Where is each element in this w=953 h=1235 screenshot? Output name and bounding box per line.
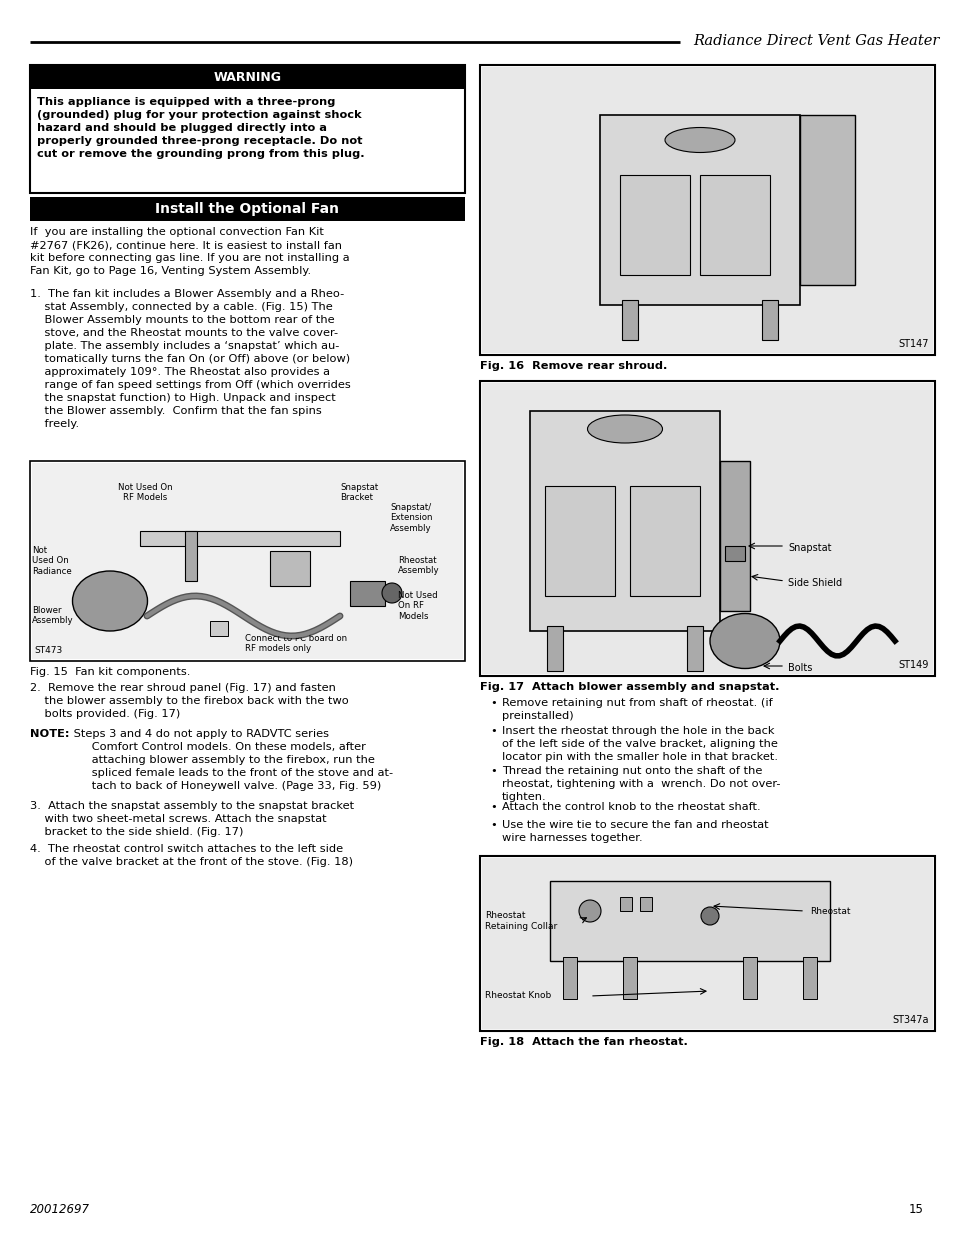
Text: Radiance Direct Vent Gas Heater: Radiance Direct Vent Gas Heater bbox=[693, 35, 939, 48]
Text: Rheostat
Retaining Collar: Rheostat Retaining Collar bbox=[484, 911, 557, 931]
Text: Insert the rheostat through the hole in the back
of the left side of the valve b: Insert the rheostat through the hole in … bbox=[501, 726, 778, 762]
Text: Snapstat/
Extension
Assembly: Snapstat/ Extension Assembly bbox=[390, 503, 432, 532]
Bar bbox=[530, 411, 720, 631]
Text: Fig. 15  Fan kit components.: Fig. 15 Fan kit components. bbox=[30, 667, 191, 677]
Text: 4.  The rheostat control switch attaches to the left side
    of the valve brack: 4. The rheostat control switch attaches … bbox=[30, 844, 353, 867]
Bar bbox=[622, 957, 637, 999]
Text: Not
Used On
Radiance: Not Used On Radiance bbox=[32, 546, 71, 576]
Text: WARNING: WARNING bbox=[213, 70, 281, 84]
Text: •: • bbox=[490, 820, 497, 830]
Bar bbox=[140, 531, 339, 546]
Text: Use the wire tie to secure the fan and rheostat
wire harnesses together.: Use the wire tie to secure the fan and r… bbox=[501, 820, 768, 844]
Text: Rheostat
Assembly: Rheostat Assembly bbox=[397, 556, 439, 576]
Text: Thread the retaining nut onto the shaft of the
rheostat, tightening with a  wren: Thread the retaining nut onto the shaft … bbox=[501, 766, 780, 802]
Ellipse shape bbox=[381, 583, 401, 603]
Text: 3.  Attach the snapstat assembly to the snapstat bracket
    with two sheet-meta: 3. Attach the snapstat assembly to the s… bbox=[30, 802, 354, 837]
Text: Snapstat: Snapstat bbox=[787, 543, 831, 553]
Ellipse shape bbox=[578, 900, 600, 923]
Text: ST147: ST147 bbox=[898, 338, 928, 350]
Ellipse shape bbox=[709, 614, 780, 668]
Bar bbox=[479, 65, 934, 354]
Bar bbox=[742, 957, 757, 999]
Text: Not Used On
RF Models: Not Used On RF Models bbox=[117, 483, 172, 503]
Text: •: • bbox=[490, 698, 497, 708]
Bar bbox=[562, 957, 577, 999]
Bar bbox=[479, 382, 934, 676]
Bar bbox=[802, 957, 816, 999]
Bar bbox=[724, 546, 744, 561]
Bar bbox=[720, 461, 749, 611]
Bar bbox=[481, 383, 932, 674]
Bar bbox=[210, 621, 228, 636]
Bar bbox=[550, 881, 829, 961]
Text: Steps 3 and 4 do not apply to RADVTC series
      Comfort Control models. On the: Steps 3 and 4 do not apply to RADVTC ser… bbox=[70, 729, 393, 792]
Text: Rheostat: Rheostat bbox=[809, 906, 850, 915]
Bar bbox=[800, 115, 854, 285]
Bar bbox=[619, 897, 631, 911]
Bar bbox=[599, 115, 800, 305]
Text: This appliance is equipped with a three-prong
(grounded) plug for your protectio: This appliance is equipped with a three-… bbox=[37, 98, 364, 159]
Ellipse shape bbox=[72, 571, 148, 631]
Text: Attach the control knob to the rheostat shaft.: Attach the control knob to the rheostat … bbox=[501, 802, 760, 811]
Text: 2.  Remove the rear shroud panel (Fig. 17) and fasten
    the blower assembly to: 2. Remove the rear shroud panel (Fig. 17… bbox=[30, 683, 349, 719]
Bar bbox=[481, 858, 932, 1029]
Text: Not Used
On RF
Models: Not Used On RF Models bbox=[397, 592, 437, 621]
Bar bbox=[185, 531, 196, 580]
Text: Blower
Assembly: Blower Assembly bbox=[32, 606, 73, 625]
Bar bbox=[621, 300, 638, 340]
Text: ST473: ST473 bbox=[34, 646, 62, 655]
Bar bbox=[479, 856, 934, 1031]
Ellipse shape bbox=[700, 906, 719, 925]
Bar bbox=[686, 626, 702, 671]
Bar bbox=[30, 65, 464, 193]
Text: Install the Optional Fan: Install the Optional Fan bbox=[155, 203, 339, 216]
Text: Side Shield: Side Shield bbox=[787, 578, 841, 588]
Text: Bolts: Bolts bbox=[787, 663, 812, 673]
Bar bbox=[700, 175, 769, 275]
Text: Fig. 18  Attach the fan rheostat.: Fig. 18 Attach the fan rheostat. bbox=[479, 1037, 687, 1047]
Bar bbox=[32, 463, 462, 659]
Text: Connect to PC board on
RF models only: Connect to PC board on RF models only bbox=[245, 634, 347, 653]
Bar bbox=[350, 580, 385, 606]
Text: 15: 15 bbox=[908, 1203, 923, 1216]
Bar bbox=[639, 897, 651, 911]
Text: •: • bbox=[490, 802, 497, 811]
Text: ST149: ST149 bbox=[898, 659, 928, 671]
Text: Remove retaining nut from shaft of rheostat. (if
preinstalled): Remove retaining nut from shaft of rheos… bbox=[501, 698, 772, 721]
Text: ST347a: ST347a bbox=[892, 1015, 928, 1025]
Text: If  you are installing the optional convection Fan Kit
#2767 (FK26), continue he: If you are installing the optional conve… bbox=[30, 227, 349, 277]
Bar bbox=[619, 175, 689, 275]
Ellipse shape bbox=[587, 415, 661, 443]
Bar bbox=[761, 300, 778, 340]
Bar bbox=[30, 65, 464, 89]
Text: Fig. 17  Attach blower assembly and snapstat.: Fig. 17 Attach blower assembly and snaps… bbox=[479, 682, 779, 692]
Ellipse shape bbox=[664, 127, 734, 152]
Text: Fig. 16  Remove rear shroud.: Fig. 16 Remove rear shroud. bbox=[479, 361, 667, 370]
Text: NOTE:: NOTE: bbox=[30, 729, 70, 739]
Text: 20012697: 20012697 bbox=[30, 1203, 90, 1216]
Text: •: • bbox=[490, 766, 497, 776]
Bar bbox=[629, 487, 700, 597]
Text: Snapstat
Bracket: Snapstat Bracket bbox=[339, 483, 377, 503]
Bar bbox=[30, 198, 464, 221]
Bar bbox=[30, 461, 464, 661]
Text: Rheostat Knob: Rheostat Knob bbox=[484, 992, 551, 1000]
Text: •: • bbox=[490, 726, 497, 736]
Bar bbox=[270, 551, 310, 585]
Bar bbox=[544, 487, 615, 597]
Bar bbox=[481, 67, 932, 353]
Bar bbox=[546, 626, 562, 671]
Text: 1.  The fan kit includes a Blower Assembly and a Rheo-
    stat Assembly, connec: 1. The fan kit includes a Blower Assembl… bbox=[30, 289, 351, 430]
